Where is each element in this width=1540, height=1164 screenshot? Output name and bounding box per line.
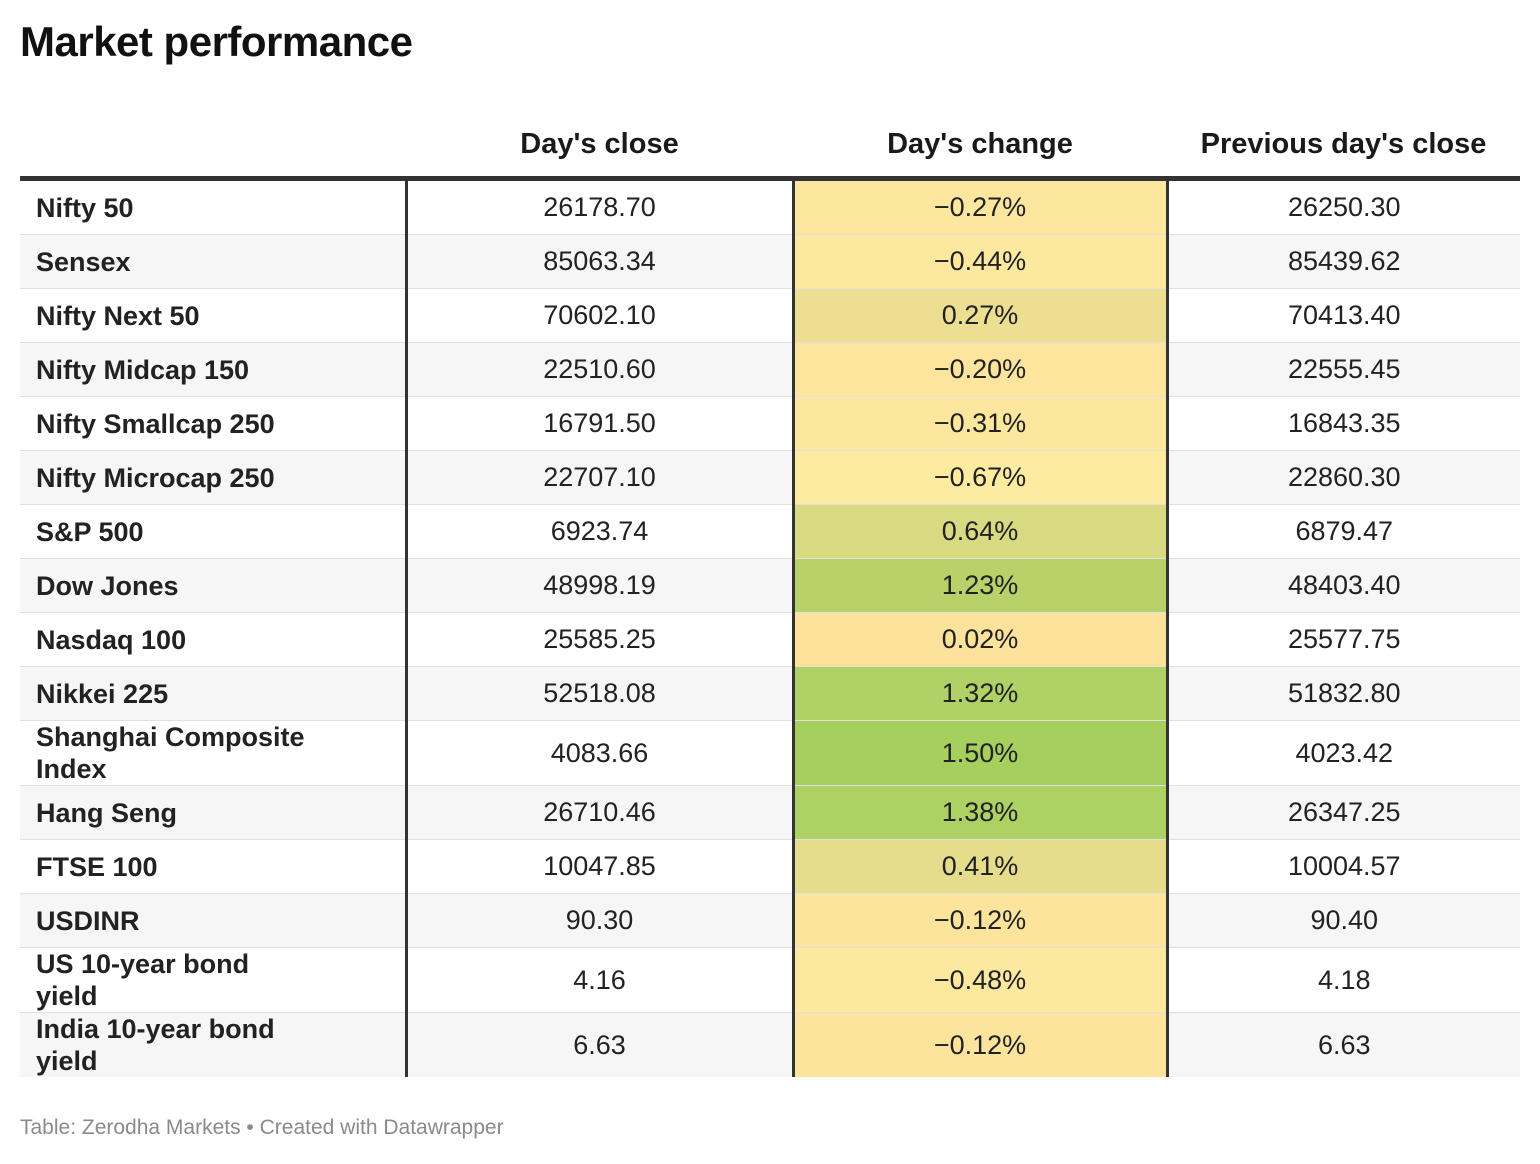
table-row: Nifty 50 26178.70 −0.27% 26250.30 [20,178,1520,235]
header-name [20,112,406,181]
days-change-cell: 1.50% [791,720,1169,786]
table-row: Dow Jones 48998.19 1.23% 48403.40 [20,558,1520,613]
days-change-cell: 0.64% [791,504,1169,559]
previous-close-cell: 16843.35 [1167,396,1520,451]
table-row: Hang Seng 26710.46 1.38% 26347.25 [20,785,1520,840]
table-row: US 10-year bond yield 4.16 −0.48% 4.18 [20,947,1520,1013]
previous-close-cell: 22860.30 [1167,450,1520,505]
days-close-cell: 4.16 [404,947,793,1013]
table-row: Nikkei 225 52518.08 1.32% 51832.80 [20,666,1520,721]
row-name-cell: Nifty Smallcap 250 [20,396,406,451]
previous-close-cell: 4023.42 [1167,720,1520,786]
days-close-cell: 10047.85 [404,839,793,894]
days-close-cell: 26178.70 [404,178,793,235]
row-name-cell: India 10-year bond yield [20,1012,406,1077]
previous-close-cell: 10004.57 [1167,839,1520,894]
days-close-cell: 52518.08 [404,666,793,721]
previous-close-cell: 26347.25 [1167,785,1520,840]
days-change-cell: −0.44% [791,234,1169,289]
row-name-cell: Nasdaq 100 [20,612,406,667]
previous-close-cell: 25577.75 [1167,612,1520,667]
table-row: Nifty Midcap 150 22510.60 −0.20% 22555.45 [20,342,1520,397]
previous-close-cell: 26250.30 [1167,178,1520,235]
row-name-cell: US 10-year bond yield [20,947,406,1013]
days-close-cell: 25585.25 [404,612,793,667]
days-close-cell: 6923.74 [404,504,793,559]
table-row: S&P 500 6923.74 0.64% 6879.47 [20,504,1520,559]
days-change-cell: 1.38% [791,785,1169,840]
row-name-cell: Nifty 50 [20,178,406,235]
header-previous-close: Previous day's close [1167,112,1520,181]
days-change-cell: −0.12% [791,1012,1169,1077]
days-close-cell: 90.30 [404,893,793,948]
days-close-cell: 4083.66 [404,720,793,786]
previous-close-cell: 85439.62 [1167,234,1520,289]
days-change-cell: 1.23% [791,558,1169,613]
table-row: Nifty Next 50 70602.10 0.27% 70413.40 [20,288,1520,343]
row-name-cell: Nifty Next 50 [20,288,406,343]
table-row: India 10-year bond yield 6.63 −0.12% 6.63 [20,1012,1520,1077]
days-close-cell: 70602.10 [404,288,793,343]
table-row: Nifty Smallcap 250 16791.50 −0.31% 16843.35 [20,396,1520,451]
table-header-row: Day's close Day's change Previous day's … [20,112,1520,181]
days-close-cell: 48998.19 [404,558,793,613]
row-name-cell: FTSE 100 [20,839,406,894]
row-name-cell: Hang Seng [20,785,406,840]
row-name-cell: Dow Jones [20,558,406,613]
table-row: Shanghai Composite Index 4083.66 1.50% 4023… [20,720,1520,786]
days-close-cell: 16791.50 [404,396,793,451]
row-name-cell: Nikkei 225 [20,666,406,721]
row-name-cell: Nifty Microcap 250 [20,450,406,505]
previous-close-cell: 70413.40 [1167,288,1520,343]
chart-title: Market performance [20,18,413,65]
header-days-change: Day's change [793,112,1167,181]
previous-close-cell: 22555.45 [1167,342,1520,397]
days-change-cell: −0.20% [791,342,1169,397]
previous-close-cell: 6879.47 [1167,504,1520,559]
days-change-cell: −0.67% [791,450,1169,505]
table-row: Nifty Microcap 250 22707.10 −0.67% 22860.30 [20,450,1520,505]
days-change-cell: 0.41% [791,839,1169,894]
table-body: Nifty 50 26178.70 −0.27% 26250.30 Sensex 8506… [20,178,1520,1077]
previous-close-cell: 6.63 [1167,1012,1520,1077]
days-close-cell: 22707.10 [404,450,793,505]
days-close-cell: 22510.60 [404,342,793,397]
days-change-cell: −0.31% [791,396,1169,451]
table-row: Sensex 85063.34 −0.44% 85439.62 [20,234,1520,289]
row-name-cell: Sensex [20,234,406,289]
days-change-cell: −0.27% [791,178,1169,235]
days-change-cell: −0.48% [791,947,1169,1013]
previous-close-cell: 4.18 [1167,947,1520,1013]
table-row: USDINR 90.30 −0.12% 90.40 [20,893,1520,948]
table-row: FTSE 100 10047.85 0.41% 10004.57 [20,839,1520,894]
source-note: Table: Zerodha Markets • Created with Da… [20,1116,504,1139]
row-name-cell: Nifty Midcap 150 [20,342,406,397]
days-change-cell: 0.02% [791,612,1169,667]
days-close-cell: 85063.34 [404,234,793,289]
table-row: Nasdaq 100 25585.25 0.02% 25577.75 [20,612,1520,667]
days-close-cell: 6.63 [404,1012,793,1077]
row-name-cell: USDINR [20,893,406,948]
days-change-cell: 0.27% [791,288,1169,343]
days-change-cell: −0.12% [791,893,1169,948]
previous-close-cell: 90.40 [1167,893,1520,948]
previous-close-cell: 48403.40 [1167,558,1520,613]
header-days-close: Day's close [406,112,793,181]
previous-close-cell: 51832.80 [1167,666,1520,721]
days-close-cell: 26710.46 [404,785,793,840]
market-table: Day's close Day's change Previous day's … [20,112,1520,1077]
row-name-cell: S&P 500 [20,504,406,559]
row-name-cell: Shanghai Composite Index [20,720,406,786]
days-change-cell: 1.32% [791,666,1169,721]
